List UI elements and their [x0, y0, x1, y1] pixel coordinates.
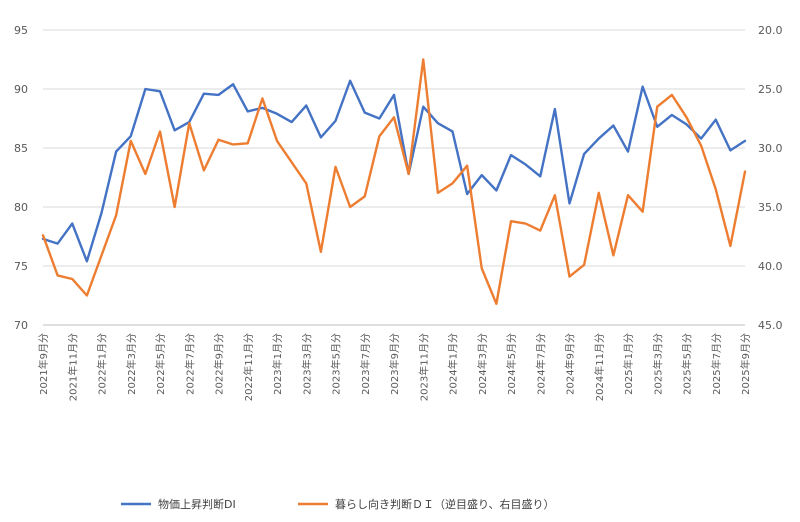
x-tick-label: 2022年11月分 — [242, 333, 255, 401]
legend-label-1: 暮らし向き判断ＤＩ（逆目盛り、右目盛り） — [335, 497, 555, 511]
x-tick-label: 2021年11月分 — [66, 333, 79, 401]
x-tick-label: 2024年5月分 — [505, 333, 518, 395]
x-tick-label: 2025年3月分 — [651, 333, 664, 395]
gridlines — [43, 29, 745, 326]
left-axis: 70 75 80 85 90 95 — [14, 24, 28, 332]
x-tick-label: 2023年1月分 — [271, 333, 284, 395]
series-line-0 — [41, 79, 747, 263]
left-tick-label: 85 — [14, 142, 28, 155]
x-tick-label: 2023年5月分 — [330, 333, 343, 395]
x-tick-label: 2025年7月分 — [710, 333, 723, 395]
right-tick-label: 45.0 — [758, 319, 783, 332]
right-tick-label: 30.0 — [758, 142, 783, 155]
x-tick-label: 2023年11月分 — [417, 333, 430, 401]
x-tick-label: 2024年11月分 — [593, 333, 606, 401]
x-tick-label: 2025年1月分 — [622, 333, 635, 395]
left-tick-label: 70 — [14, 319, 28, 332]
x-tick-label: 2022年7月分 — [183, 333, 196, 395]
x-axis: 2021年9月分 2021年11月分 2022年1月分 2022年3月分 2022年5月… — [37, 333, 752, 401]
x-tick-label: 2025年9月分 — [739, 333, 752, 395]
left-tick-label: 75 — [14, 260, 28, 273]
x-tick-label: 2025年5月分 — [681, 333, 694, 395]
series-line-1 — [41, 58, 747, 305]
right-tick-label: 40.0 — [758, 260, 783, 273]
x-tick-label: 2022年9月分 — [213, 333, 226, 395]
left-tick-label: 90 — [14, 83, 28, 96]
left-tick-label: 95 — [14, 24, 28, 37]
legend: 物価上昇判断DI 暮らし向き判断ＤＩ（逆目盛り、右目盛り） — [121, 497, 555, 511]
x-tick-label: 2024年1月分 — [447, 333, 460, 395]
right-tick-label: 35.0 — [758, 201, 783, 214]
x-tick-label: 2024年9月分 — [564, 333, 577, 395]
x-tick-label: 2022年5月分 — [154, 333, 167, 395]
right-tick-label: 20.0 — [758, 24, 783, 37]
x-tick-label: 2023年3月分 — [300, 333, 313, 395]
legend-label-0: 物価上昇判断DI — [158, 497, 236, 511]
x-tick-label: 2023年9月分 — [388, 333, 401, 395]
x-tick-label: 2023年7月分 — [359, 333, 372, 395]
left-tick-label: 80 — [14, 201, 28, 214]
x-tick-label: 2024年3月分 — [476, 333, 489, 395]
x-tick-label: 2024年7月分 — [534, 333, 547, 395]
x-tick-label: 2022年1月分 — [96, 333, 109, 395]
series-lines — [41, 58, 747, 305]
x-tick-label: 2022年3月分 — [125, 333, 138, 395]
right-axis: 20.0 25.0 30.0 35.0 40.0 45.0 — [758, 24, 783, 332]
right-tick-label: 25.0 — [758, 83, 783, 96]
x-tick-label: 2021年9月分 — [37, 333, 50, 395]
